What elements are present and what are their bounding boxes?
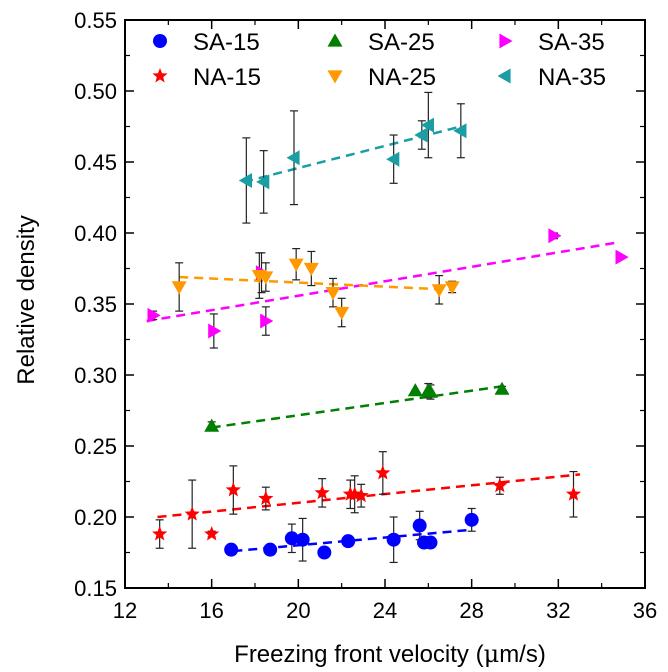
y-tick-label: 0.55 xyxy=(74,8,117,33)
data-point-sa-15 xyxy=(295,532,310,547)
data-point-sa-15 xyxy=(386,532,401,547)
data-point-sa-15 xyxy=(423,535,438,550)
x-tick-label: 20 xyxy=(286,598,310,623)
fit-line-sa-35 xyxy=(146,241,615,323)
x-tick-label: 32 xyxy=(546,598,570,623)
plot-area xyxy=(124,19,646,589)
legend-label-na-25: NA-25 xyxy=(368,64,436,91)
y-tick-label: 0.25 xyxy=(74,434,117,459)
data-point-na-15 xyxy=(204,526,220,541)
data-point-sa-25 xyxy=(494,381,510,395)
data-point-na-15 xyxy=(258,490,274,505)
y-tick-label: 0.45 xyxy=(74,150,117,175)
legend-label-sa-35: SA-35 xyxy=(538,29,605,56)
x-tick-label: 16 xyxy=(199,598,223,623)
legend-marker-na-25 xyxy=(327,70,343,84)
y-tick-label: 0.15 xyxy=(74,576,117,601)
x-tick-label: 28 xyxy=(459,598,483,623)
data-point-sa-15 xyxy=(263,542,278,557)
legend-marker-sa-15 xyxy=(153,34,167,48)
data-point-na-25 xyxy=(258,271,274,285)
y-tick-label: 0.50 xyxy=(74,79,117,104)
data-point-na-15 xyxy=(353,487,369,503)
data-point-na-35 xyxy=(420,117,434,133)
data-point-na-25 xyxy=(325,287,341,301)
x-tick-label: 12 xyxy=(113,598,137,623)
legend-label-na-15: NA-15 xyxy=(193,64,261,91)
trend-lines xyxy=(146,125,615,553)
y-axis-title: Relative density xyxy=(13,215,40,384)
data-point-sa-15 xyxy=(317,545,332,560)
data-point-sa-15 xyxy=(224,542,239,557)
fit-line-na-15 xyxy=(157,473,581,519)
data-point-na-15 xyxy=(184,506,200,521)
data-point-na-35 xyxy=(256,174,270,190)
data-point-na-15 xyxy=(375,465,391,480)
x-axis-title: Freezing front velocity (μm/s) xyxy=(234,640,546,668)
legend-label-na-35: NA-35 xyxy=(538,64,606,91)
data-point-na-35 xyxy=(414,127,428,143)
data-point-na-15 xyxy=(314,484,330,500)
data-point-na-25 xyxy=(444,281,460,295)
fit-line-sa-15 xyxy=(233,528,472,553)
data-point-na-35 xyxy=(238,173,252,188)
data-point-na-15 xyxy=(492,477,508,493)
data-point-sa-25 xyxy=(407,383,423,397)
x-tick-label: 24 xyxy=(373,598,397,623)
data-point-na-25 xyxy=(334,306,350,320)
fit-line-sa-25 xyxy=(211,385,503,429)
data-point-na-25 xyxy=(431,284,447,298)
data-point-sa-15 xyxy=(412,518,427,533)
data-point-na-15 xyxy=(152,526,168,541)
axis-ticks xyxy=(124,19,646,589)
data-point-sa-35 xyxy=(260,313,274,329)
data-point-sa-25 xyxy=(423,384,438,398)
data-point-sa-15 xyxy=(284,531,299,546)
x-tick-label: 36 xyxy=(633,598,657,623)
legend-label-sa-25: SA-25 xyxy=(368,29,435,56)
data-point-sa-15 xyxy=(464,512,479,527)
data-point-na-35 xyxy=(286,150,300,166)
legend-marker-na-15 xyxy=(152,68,168,83)
fit-line-na-25 xyxy=(179,275,453,292)
data-point-sa-35 xyxy=(615,249,629,265)
data-point-na-25 xyxy=(171,281,187,295)
tick-labels: 12 16 20 24 28 32 36 0.15 0.20 0.25 0.30 0.35 0.40 0.… xyxy=(74,8,657,623)
data-point-sa-35 xyxy=(548,228,562,244)
data-point-na-25 xyxy=(303,262,319,276)
data-point-na-15 xyxy=(565,486,582,501)
data-point-na-15 xyxy=(225,482,241,497)
data-point-na-35 xyxy=(453,123,467,139)
y-tick-label: 0.30 xyxy=(74,363,117,388)
legend: SA-15 SA-25 SA-35 NA-15 NA-25 NA-35 xyxy=(152,29,606,91)
data-point-sa-15 xyxy=(341,534,356,549)
data-point-sa-35 xyxy=(208,323,222,339)
legend-label-sa-15: SA-15 xyxy=(193,29,260,56)
data-point-na-35 xyxy=(386,151,400,167)
data-point-sa-25 xyxy=(204,418,220,432)
plot-frame xyxy=(124,19,646,589)
y-tick-label: 0.20 xyxy=(74,505,117,530)
data-markers xyxy=(147,117,629,560)
legend-marker-na-35 xyxy=(497,68,511,84)
legend-marker-sa-25 xyxy=(327,33,343,47)
data-point-sa-35 xyxy=(147,307,161,323)
data-point-na-25 xyxy=(288,258,304,272)
y-tick-label: 0.35 xyxy=(74,292,117,317)
legend-marker-sa-35 xyxy=(499,33,513,49)
y-tick-label: 0.40 xyxy=(74,221,117,246)
